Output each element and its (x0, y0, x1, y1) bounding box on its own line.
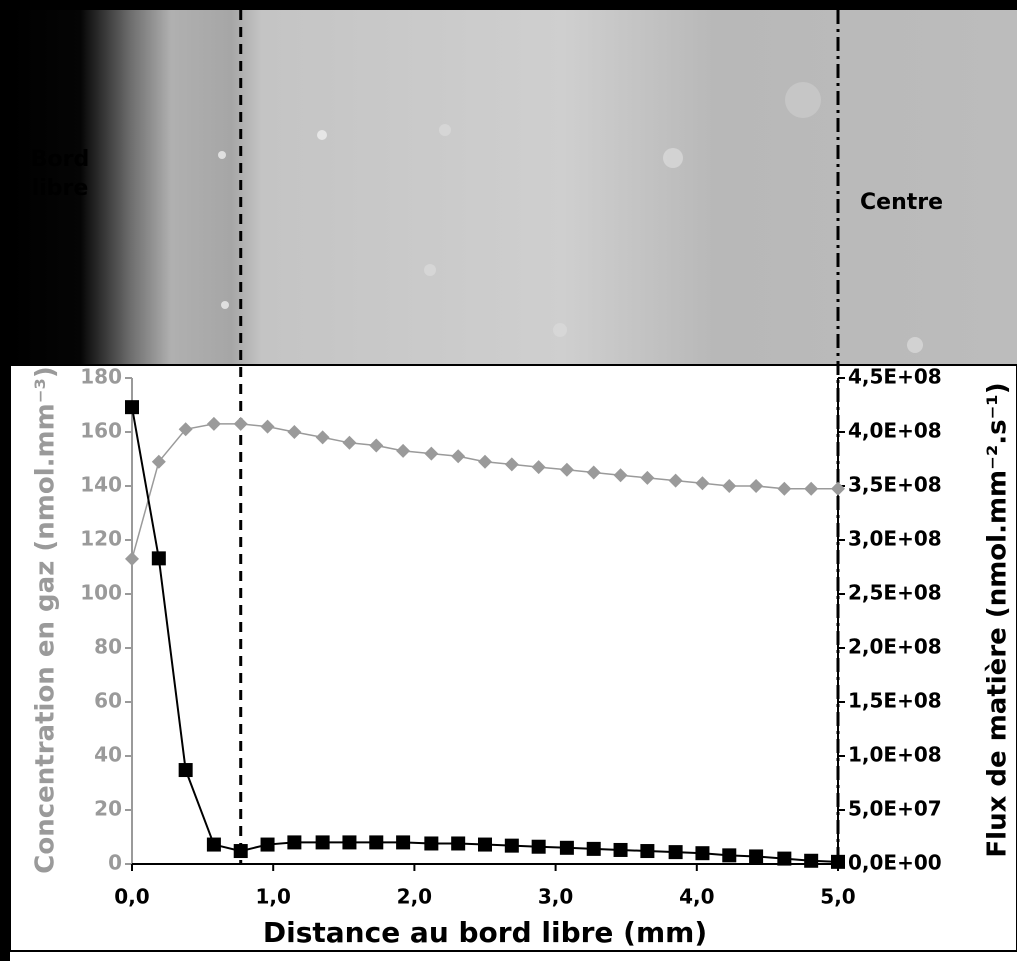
square-marker (424, 836, 439, 851)
y2-tick-label: 4,5E+08 (848, 365, 942, 389)
y2-tick-label: 0,0E+00 (848, 851, 942, 875)
square-marker (695, 846, 710, 861)
y-axis-title: Concentration en gaz (nmol.mm⁻³) (31, 366, 61, 873)
square-marker (722, 848, 737, 863)
y-tick-label: 80 (94, 635, 122, 659)
micrograph-texture (218, 82, 923, 353)
annotation-text: Bord libre (30, 147, 90, 201)
diamond-marker (369, 438, 384, 453)
square-marker (531, 839, 546, 854)
y2-tick-label: 4,0E+08 (848, 419, 942, 443)
diamond-marker (315, 430, 330, 445)
diamond-marker (260, 419, 275, 434)
diamond-marker (233, 416, 248, 431)
y-tick-label: 60 (94, 689, 122, 713)
square-marker (478, 837, 492, 852)
chart-border (9, 364, 1017, 952)
square-marker (125, 400, 139, 415)
diamond-marker (695, 476, 710, 491)
diamond-marker (777, 481, 792, 496)
y-tick-label: 100 (80, 581, 122, 605)
square-marker (206, 837, 221, 852)
y-tick-label: 40 (94, 743, 122, 767)
annotation: Bord libre (30, 147, 90, 201)
x-tick-label: 0,0 (114, 885, 149, 909)
square-marker (613, 842, 628, 857)
square-marker (287, 835, 302, 850)
diamond-marker (342, 435, 357, 450)
square-marker (233, 844, 248, 859)
micrograph (10, 10, 1017, 365)
square-marker (396, 835, 411, 850)
y-tick-label: 180 (80, 365, 122, 389)
diamond-marker (559, 462, 574, 477)
x-tick-label: 4,0 (679, 885, 714, 909)
diamond-marker (531, 460, 546, 475)
square-marker (451, 836, 466, 851)
square-marker (260, 837, 275, 852)
y2-axis-title: Flux de matière (nmol.mm⁻².s⁻¹) (983, 382, 1013, 857)
diamond-marker (424, 446, 439, 461)
diamond-marker (586, 465, 601, 480)
diamond-marker (478, 454, 492, 469)
x-tick-label: 1,0 (255, 885, 290, 909)
x-axis-title: Distance au bord libre (mm) (263, 916, 707, 949)
square-marker (369, 835, 384, 850)
diamond-marker (640, 470, 655, 485)
annotation-text: Centre (860, 190, 944, 215)
y-tick-label: 0 (108, 851, 122, 875)
annotation: Centre (860, 190, 944, 215)
diamond-marker (613, 468, 628, 483)
y2-tick-label: 1,5E+08 (848, 689, 942, 713)
square-marker (342, 835, 357, 850)
y2-tick-label: 3,0E+08 (848, 527, 942, 551)
square-marker (749, 849, 764, 864)
square-marker (504, 838, 519, 853)
diamond-marker (722, 479, 737, 493)
y2-tick-label: 5,0E+07 (848, 797, 942, 821)
square-marker (777, 851, 792, 866)
square-marker (559, 840, 574, 855)
diamond-marker (151, 454, 166, 469)
y2-tick-label: 3,5E+08 (848, 473, 942, 497)
diamond-marker (749, 479, 764, 493)
square-marker (151, 551, 166, 566)
diamond-marker (287, 425, 302, 439)
y-tick-label: 140 (80, 473, 122, 497)
diamond-marker (178, 422, 193, 437)
y-tick-label: 160 (80, 419, 122, 443)
square-marker (804, 853, 819, 868)
square-marker (178, 763, 193, 778)
y-tick-label: 20 (94, 797, 122, 821)
diamond-marker (206, 416, 221, 431)
diamond-marker (504, 457, 519, 472)
x-tick-label: 2,0 (397, 885, 432, 909)
y2-tick-label: 2,5E+08 (848, 581, 942, 605)
y2-tick-label: 2,0E+08 (848, 635, 942, 659)
y-tick-label: 120 (80, 527, 122, 551)
x-tick-label: 5,0 (820, 885, 855, 909)
diamond-marker (125, 551, 139, 566)
diamond-marker (831, 481, 845, 496)
y2-tick-label: 1,0E+08 (848, 743, 942, 767)
square-marker (668, 845, 683, 860)
square-marker (315, 835, 330, 850)
diamond-marker (804, 481, 819, 496)
diamond-marker (396, 443, 411, 458)
diamond-marker (668, 473, 683, 488)
square-marker (640, 844, 655, 859)
diamond-marker (451, 449, 466, 464)
x-tick-label: 3,0 (538, 885, 573, 909)
square-marker (831, 854, 845, 869)
square-marker (586, 841, 601, 856)
